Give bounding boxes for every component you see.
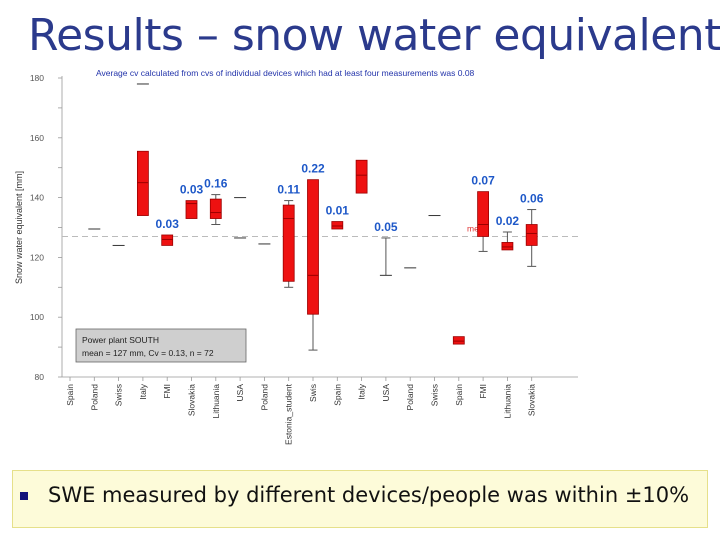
y-tick-label: 80 xyxy=(35,372,45,382)
box-rect xyxy=(501,242,514,251)
x-tick-label: Estonia_student xyxy=(284,383,294,445)
x-tick-label: Swis xyxy=(308,384,318,402)
box-rect xyxy=(477,191,490,237)
cv-label: 0.22 xyxy=(301,162,325,176)
y-tick-label: 120 xyxy=(30,252,44,262)
legend-box xyxy=(75,328,247,363)
bullet-text: SWE measured by different devices/people… xyxy=(48,483,690,507)
y-axis-label: Snow water equivalent [mm] xyxy=(14,171,24,284)
box-rect xyxy=(136,150,149,216)
x-tick-label: Poland xyxy=(89,384,99,411)
x-tick-label: Lithuania xyxy=(211,384,221,419)
bullet-box xyxy=(12,470,708,528)
x-tick-label: Swiss xyxy=(430,384,440,406)
chart-title: Average cv calculated from cvs of indivi… xyxy=(96,68,475,78)
cv-label: 0.06 xyxy=(520,192,544,206)
box-rect xyxy=(355,159,368,194)
x-tick-label: Poland xyxy=(259,384,269,411)
box-rect xyxy=(282,204,295,282)
x-tick-label: FMI xyxy=(162,384,172,399)
cv-label: 0.01 xyxy=(326,204,350,218)
cv-label: 0.16 xyxy=(204,177,228,191)
cv-label: 0.07 xyxy=(471,174,495,188)
legend-title: Power plant SOUTH xyxy=(82,335,159,345)
y-tick-label: 180 xyxy=(30,73,44,83)
x-tick-label: Lithuania xyxy=(502,384,512,419)
x-tick-label: USA xyxy=(381,384,391,402)
bullet-square-icon xyxy=(20,492,28,500)
slide-title: Results – snow water equivalent xyxy=(28,10,720,61)
x-tick-label: Swiss xyxy=(114,384,124,406)
cv-label: 0.05 xyxy=(374,220,398,234)
y-tick-label: 160 xyxy=(30,133,44,143)
x-tick-label: FMI xyxy=(478,384,488,399)
box-rect xyxy=(209,198,222,219)
x-tick-label: Slovakia xyxy=(187,384,197,416)
box-rect xyxy=(307,179,319,315)
x-tick-label: USA xyxy=(235,384,245,402)
cv-label: 0.03 xyxy=(180,183,204,197)
x-tick-label: Spain xyxy=(65,384,75,406)
x-tick-label: Italy xyxy=(138,383,148,399)
x-tick-label: Italy xyxy=(357,383,367,399)
x-tick-label: Spain xyxy=(332,384,342,406)
box-rect xyxy=(331,221,344,230)
box-rect xyxy=(161,234,174,246)
box-rect xyxy=(525,224,538,246)
box-rect xyxy=(452,336,465,345)
box-rect xyxy=(185,200,198,219)
cv-label: 0.11 xyxy=(277,183,300,197)
legend-stats: mean = 127 mm, Cv = 0.13, n = 72 xyxy=(82,348,214,358)
y-tick-label: 140 xyxy=(30,193,44,203)
x-tick-label: Poland xyxy=(405,384,415,411)
x-tick-label: Slovakia xyxy=(527,384,537,416)
cv-label: 0.03 xyxy=(156,217,180,231)
x-tick-label: Spain xyxy=(454,384,464,406)
cv-label: 0.02 xyxy=(496,214,520,228)
y-tick-label: 100 xyxy=(30,312,44,322)
